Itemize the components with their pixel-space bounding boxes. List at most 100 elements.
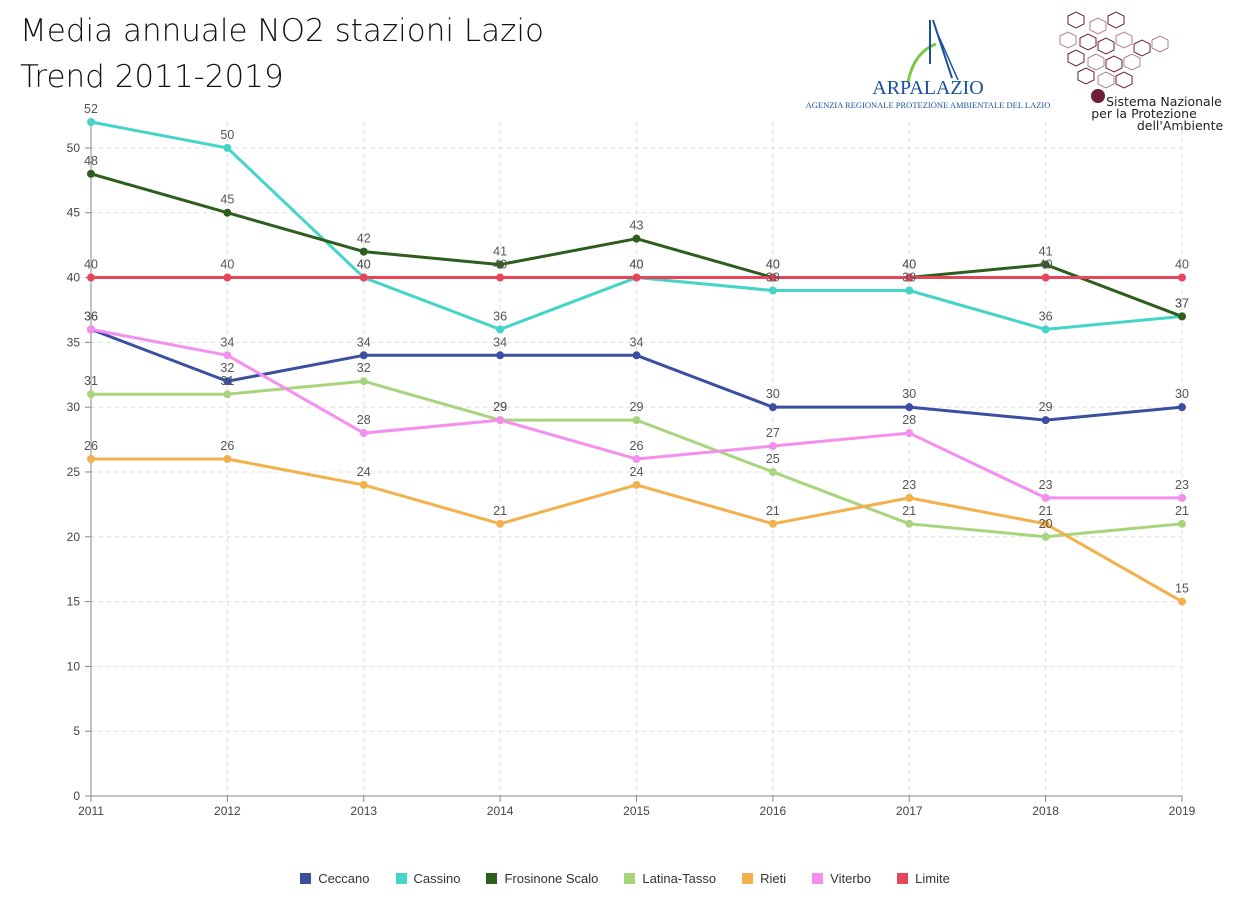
data-point [359,429,368,438]
legend-swatch [742,873,754,884]
data-point [1178,493,1186,502]
data-label: 30 [766,387,780,401]
legend-label: Cassino [413,871,461,886]
chart-title: Media annuale NO2 stazioni Lazio [20,13,544,49]
data-label: 21 [1039,504,1053,518]
legend-swatch [486,873,498,884]
legend-item[interactable]: Cassino [395,871,461,886]
data-label: 40 [493,258,507,272]
y-tick-label: 30 [67,400,81,414]
data-label: 34 [357,335,371,349]
legend-item[interactable]: Limite [897,871,950,886]
data-point [359,273,368,282]
legend-item[interactable]: Rieti [742,871,786,886]
data-point [768,519,777,528]
legend-item[interactable]: Latina-Tasso [624,871,716,886]
data-label: 41 [493,245,507,259]
data-label: 36 [493,309,507,323]
data-point [223,390,232,399]
data-point [223,377,232,386]
snpa-hexagon-cluster-icon [1059,11,1169,89]
data-label: 40 [357,258,371,272]
data-point [632,480,641,489]
data-label: 40 [902,258,916,272]
data-label: 40 [84,258,98,272]
chart-title-block: Media annuale NO2 stazioni Lazio Trend 2… [20,8,544,100]
data-label: 41 [1039,245,1053,259]
data-label: 40 [630,258,644,272]
data-point [632,455,641,463]
legend-label: Limite [915,871,950,886]
data-label: 36 [84,309,98,323]
data-point [632,234,641,243]
legend-label: Ceccano [318,871,370,886]
y-tick-label: 45 [67,206,81,220]
y-tick-label: 10 [67,659,81,673]
data-label: 24 [630,465,644,479]
x-tick-label: 2014 [487,804,514,818]
data-point [1178,597,1186,606]
data-point [87,390,95,399]
data-label: 36 [1039,309,1053,323]
data-label: 40 [902,258,916,272]
data-point [1041,273,1050,282]
x-tick-label: 2018 [1032,804,1059,818]
data-point [223,143,232,152]
legend-swatch [897,873,909,884]
data-label: 45 [220,193,234,207]
data-point [1041,325,1050,334]
legend-label: Frosinone Scalo [504,871,599,886]
data-label: 40 [1039,258,1053,272]
data-point [359,480,368,489]
data-point [87,169,95,178]
data-label: 26 [220,439,234,453]
data-label: 21 [493,504,507,518]
data-point [905,286,914,295]
data-label: 50 [220,128,234,142]
y-tick-label: 50 [67,141,81,155]
data-point [768,467,777,476]
legend-item[interactable]: Ceccano [300,871,370,886]
data-label: 26 [84,439,98,453]
y-tick-label: 0 [73,789,80,803]
data-label: 27 [766,426,780,440]
arpa-lazio-logo: ARPALAZIO AGENZIA REGIONALE PROTEZIONE A… [806,19,1050,110]
data-label: 23 [902,478,916,492]
legend-item[interactable]: Viterbo [812,871,871,886]
x-tick-label: 2013 [350,804,377,818]
x-tick-label: 2017 [896,804,923,818]
data-point [1178,273,1186,282]
data-point [359,247,368,256]
data-label: 32 [357,361,371,375]
data-label: 40 [766,258,780,272]
chart-legend: Ceccano Cassino Frosinone Scalo Latina-Tass… [0,871,1250,886]
data-label: 36 [84,309,98,323]
data-label: 21 [1175,504,1189,518]
snpa-logo: Sistema Nazionale per la Protezione dell… [1059,11,1223,133]
data-point [768,403,777,412]
data-point [496,325,505,334]
snpa-line-1: Sistema Nazionale [1106,94,1222,109]
data-point [768,273,777,282]
data-label: 29 [630,400,644,414]
x-tick-label: 2016 [760,804,787,818]
data-label: 23 [1039,478,1053,492]
x-tick-label: 2019 [1169,804,1196,818]
data-label: 30 [902,387,916,401]
data-label: 23 [1175,478,1189,492]
legend-item[interactable]: Frosinone Scalo [486,871,598,886]
data-label: 37 [1175,296,1189,310]
data-point [1178,312,1186,321]
data-label: 32 [220,361,234,375]
data-point [496,416,505,425]
data-point [496,519,505,528]
data-point [496,351,505,360]
data-label: 15 [1175,582,1189,596]
data-label: 40 [220,258,234,272]
data-point [632,416,641,425]
data-point [1041,493,1050,502]
data-label: 39 [766,271,780,285]
data-label: 52 [84,102,98,116]
data-point [359,377,368,386]
x-tick-label: 2012 [214,804,241,818]
